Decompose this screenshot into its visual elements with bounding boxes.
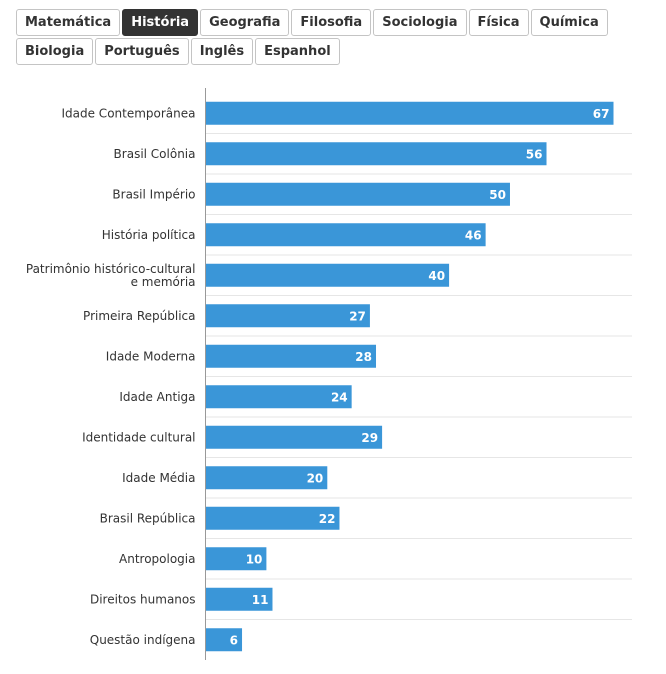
bar (205, 385, 352, 409)
category-label: Antropologia (119, 552, 195, 566)
bar (205, 344, 377, 368)
tab-espanhol[interactable]: Espanhol (255, 38, 340, 65)
value-label: 24 (331, 390, 348, 404)
value-label: 22 (319, 512, 336, 526)
category-label: Direitos humanos (90, 592, 196, 606)
value-label: 10 (246, 552, 263, 566)
tab-quimica[interactable]: Química (530, 9, 608, 36)
category-label: Idade Média (122, 471, 195, 485)
value-label: 40 (428, 269, 445, 283)
category-label: Primeira República (83, 309, 195, 323)
category-label: Identidade cultural (82, 430, 195, 444)
value-label: 56 (526, 147, 543, 161)
value-label: 20 (307, 471, 324, 485)
bar-chart: 67 Idade Contemporânea 56 Brasil Colônia 50 B… (26, 88, 632, 660)
bar (205, 142, 547, 166)
bar (205, 628, 243, 652)
value-label: 11 (252, 593, 269, 607)
subject-tabs: Matemática História Geografia Filosofia … (16, 9, 616, 67)
value-label: 29 (361, 431, 378, 445)
category-label: Brasil Colônia (114, 147, 196, 161)
category-label: História política (102, 228, 196, 242)
bar (205, 223, 486, 247)
value-label: 67 (593, 107, 610, 121)
bar (205, 101, 614, 125)
tab-filosofia[interactable]: Filosofia (291, 9, 372, 36)
category-label: Idade Antiga (119, 390, 195, 404)
category-label: Questão indígena (90, 633, 196, 647)
value-label: 27 (349, 309, 366, 323)
category-label: Patrimônio histórico-cultural e memória (26, 262, 196, 289)
tab-matematica[interactable]: Matemática (16, 9, 121, 36)
category-label: Brasil Império (112, 187, 195, 201)
bar (205, 182, 510, 206)
bar (205, 587, 273, 611)
value-label: 50 (489, 188, 506, 202)
tab-portugues[interactable]: Português (95, 38, 189, 65)
bar (205, 466, 328, 490)
category-label: Brasil República (100, 511, 196, 525)
value-label: 28 (355, 350, 372, 364)
value-label: 6 (230, 633, 238, 647)
bar (205, 263, 450, 287)
tab-row-2: Biologia Português Inglês Espanhol (16, 38, 616, 65)
tab-biologia[interactable]: Biologia (16, 38, 94, 65)
bar (205, 547, 267, 571)
tab-geografia[interactable]: Geografia (200, 9, 290, 36)
tab-fisica[interactable]: Física (468, 9, 529, 36)
bar (205, 425, 383, 449)
tab-sociologia[interactable]: Sociologia (373, 9, 467, 36)
category-label: Idade Contemporânea (61, 106, 195, 120)
category-label: Idade Moderna (106, 349, 196, 363)
tab-ingles[interactable]: Inglês (190, 38, 254, 65)
bar (205, 506, 340, 530)
tab-row-1: Matemática História Geografia Filosofia … (16, 9, 616, 36)
value-label: 46 (465, 228, 482, 242)
tab-historia[interactable]: História (122, 9, 199, 36)
bar (205, 304, 370, 328)
